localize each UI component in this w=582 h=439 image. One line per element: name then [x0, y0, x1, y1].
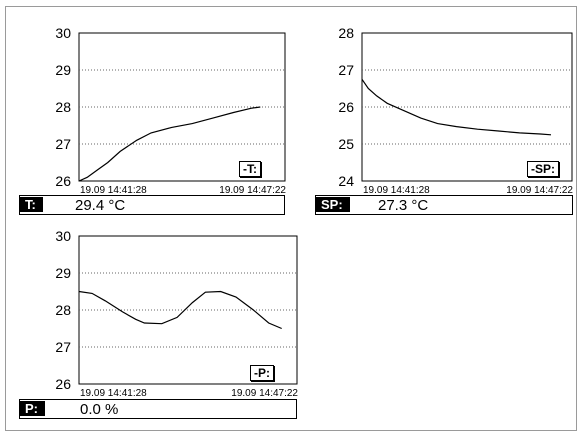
trend-line — [78, 106, 261, 182]
y-tick-label: 28 — [55, 302, 71, 318]
x-tick-label-start: 19.09 14:41:28 — [80, 185, 147, 196]
y-tick-label: 29 — [55, 265, 71, 281]
y-tick-label: 30 — [55, 25, 71, 41]
temperature-trend-panel: 30 29 28 27 26 19.09 14:41:28 19.09 14:47:22 -… — [19, 25, 289, 236]
power-legend: -P: — [250, 365, 274, 381]
y-tick-label: 27 — [55, 136, 71, 152]
x-tick-label-end: 19.09 14:47:22 — [231, 388, 298, 399]
power-tag: P: — [20, 401, 45, 416]
temperature-value-box: T: 29.4 °C — [19, 195, 285, 215]
x-tick-label-end: 19.09 14:47:22 — [219, 185, 286, 196]
temperature-trend-chart: 30 29 28 27 26 19.09 14:41:28 19.09 14:47:22 — [55, 25, 286, 196]
y-tick-label: 25 — [338, 136, 354, 152]
power-trend-chart: 30 29 28 27 26 19.09 14:41:28 19.09 14:47:22 — [55, 228, 298, 399]
setpoint-value: 27.3 °C — [378, 197, 429, 214]
temperature-value: 29.4 °C — [75, 197, 126, 214]
x-tick-label-start: 19.09 14:41:28 — [363, 185, 430, 196]
trend-line — [78, 290, 282, 330]
y-tick-label: 30 — [55, 228, 71, 244]
y-tick-label: 24 — [338, 173, 354, 189]
y-tick-label: 29 — [55, 62, 71, 78]
x-tick-label-start: 19.09 14:41:28 — [80, 388, 147, 399]
x-tick-label-end: 19.09 14:47:22 — [506, 185, 573, 196]
y-tick-label: 26 — [55, 376, 71, 392]
power-value-box: P: 0.0 % — [19, 399, 297, 419]
setpoint-value-box: SP: 27.3 °C — [315, 195, 573, 215]
trend-line — [361, 78, 552, 136]
trend-screen: 30 29 28 27 26 19.09 14:41:28 19.09 14:47:22 -… — [5, 6, 577, 431]
setpoint-trend-chart: 28 27 26 25 24 19.09 14:41:28 19.09 14:47:22 — [338, 25, 573, 196]
setpoint-trend-panel: 28 27 26 25 24 19.09 14:41:28 19.09 14:47:22 -… — [315, 25, 582, 236]
power-trend-panel: 30 29 28 27 26 19.09 14:41:28 19.09 14:47:22 -… — [19, 228, 298, 439]
y-tick-label: 26 — [338, 99, 354, 115]
y-tick-label: 28 — [338, 25, 354, 41]
y-tick-label: 27 — [55, 339, 71, 355]
y-tick-label: 26 — [55, 173, 71, 189]
temperature-legend: -T: — [239, 161, 261, 177]
power-value: 0.0 % — [80, 401, 119, 418]
setpoint-legend: -SP: — [527, 161, 559, 177]
setpoint-tag: SP: — [316, 197, 350, 212]
y-tick-label: 28 — [55, 99, 71, 115]
y-tick-label: 27 — [338, 62, 354, 78]
temperature-tag: T: — [20, 197, 43, 212]
